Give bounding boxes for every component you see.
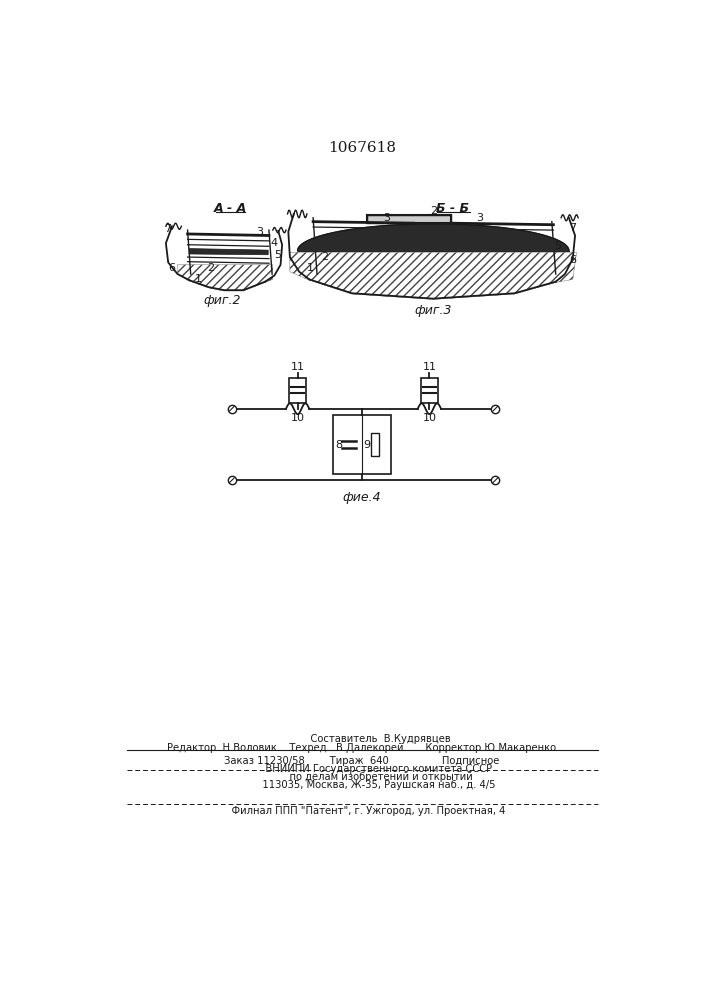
Text: А - А: А - А	[214, 202, 247, 215]
Text: Редактор  Н.Воловик    Техред   В.Далекорей       Корректор Ю.Макаренко: Редактор Н.Воловик Техред В.Далекорей Ко…	[168, 743, 556, 753]
Polygon shape	[189, 249, 268, 255]
Bar	[332, 415, 392, 474]
Text: Заказ 11230/58        Тираж  640                 Подписное: Заказ 11230/58 Тираж 640 Подписное	[224, 756, 500, 766]
Bar	[421, 378, 438, 403]
Text: 3: 3	[256, 227, 263, 237]
Text: 11: 11	[422, 362, 436, 372]
Text: 5: 5	[274, 250, 281, 260]
Text: 6: 6	[168, 263, 175, 273]
Text: 5: 5	[554, 241, 561, 251]
Bar	[371, 433, 379, 456]
Text: 1067618: 1067618	[328, 141, 396, 155]
Text: Б - Б: Б - Б	[436, 202, 469, 215]
Text: 7: 7	[569, 223, 576, 233]
Text: 113035, Москва, Ж-35, Раушская наб., д. 4/5: 113035, Москва, Ж-35, Раушская наб., д. …	[228, 780, 496, 790]
Bar	[289, 378, 306, 403]
Text: 6: 6	[569, 255, 576, 265]
Text: фиг.3: фиг.3	[414, 304, 452, 317]
Text: 3: 3	[383, 213, 390, 223]
Text: Составитель  В.Кудрявцев: Составитель В.Кудрявцев	[273, 734, 451, 744]
Text: 1: 1	[195, 274, 202, 284]
Text: 9: 9	[363, 440, 370, 450]
Text: Филнал ППП "Патент", г. Ужгород, ул. Проектная, 4: Филнал ППП "Патент", г. Ужгород, ул. Про…	[218, 806, 505, 816]
Text: 2: 2	[321, 252, 328, 262]
Text: 10: 10	[291, 413, 305, 423]
Text: 2: 2	[207, 263, 214, 273]
Text: 10: 10	[422, 413, 436, 423]
Text: 3: 3	[477, 213, 484, 223]
Text: 1: 1	[307, 263, 313, 273]
Text: 11: 11	[291, 362, 305, 372]
Text: по делам изобретений и открытий: по делам изобретений и открытий	[252, 772, 472, 782]
Text: фие.4: фие.4	[343, 491, 381, 504]
Polygon shape	[368, 215, 451, 223]
Text: 8: 8	[336, 440, 343, 450]
Text: 2: 2	[430, 206, 437, 216]
Text: 4: 4	[271, 238, 278, 248]
Text: 7: 7	[164, 224, 171, 234]
Text: ВНИИПИ Государственного комитета СССР: ВНИИПИ Государственного комитета СССР	[231, 764, 493, 774]
Text: фиг.2: фиг.2	[203, 294, 240, 307]
Polygon shape	[298, 224, 569, 251]
